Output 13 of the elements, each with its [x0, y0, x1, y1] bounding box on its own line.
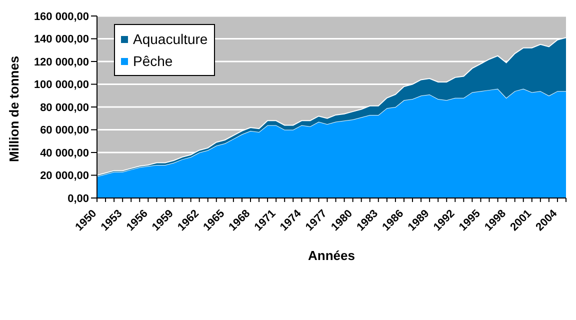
legend-label: Aquaculture — [133, 30, 208, 49]
y-tick-label: 80 000,00 — [40, 102, 89, 114]
y-tick-label: 60 000,00 — [40, 124, 89, 137]
y-tick-label: 140 000,00 — [34, 34, 89, 46]
y-tick-label: 40 000,00 — [40, 147, 89, 160]
x-axis-title: Années — [308, 248, 355, 263]
legend-label: Pêche — [133, 52, 173, 71]
y-tick-label: 20 000,00 — [40, 170, 89, 182]
y-tick-label: 160 000,00 — [34, 10, 89, 23]
y-tick-label: 0,00 — [68, 192, 89, 205]
y-axis-title: Million de tonnes — [6, 56, 22, 162]
y-tick-label: 120 000,00 — [34, 56, 89, 68]
y-tick-label: 100 000,00 — [34, 79, 89, 92]
